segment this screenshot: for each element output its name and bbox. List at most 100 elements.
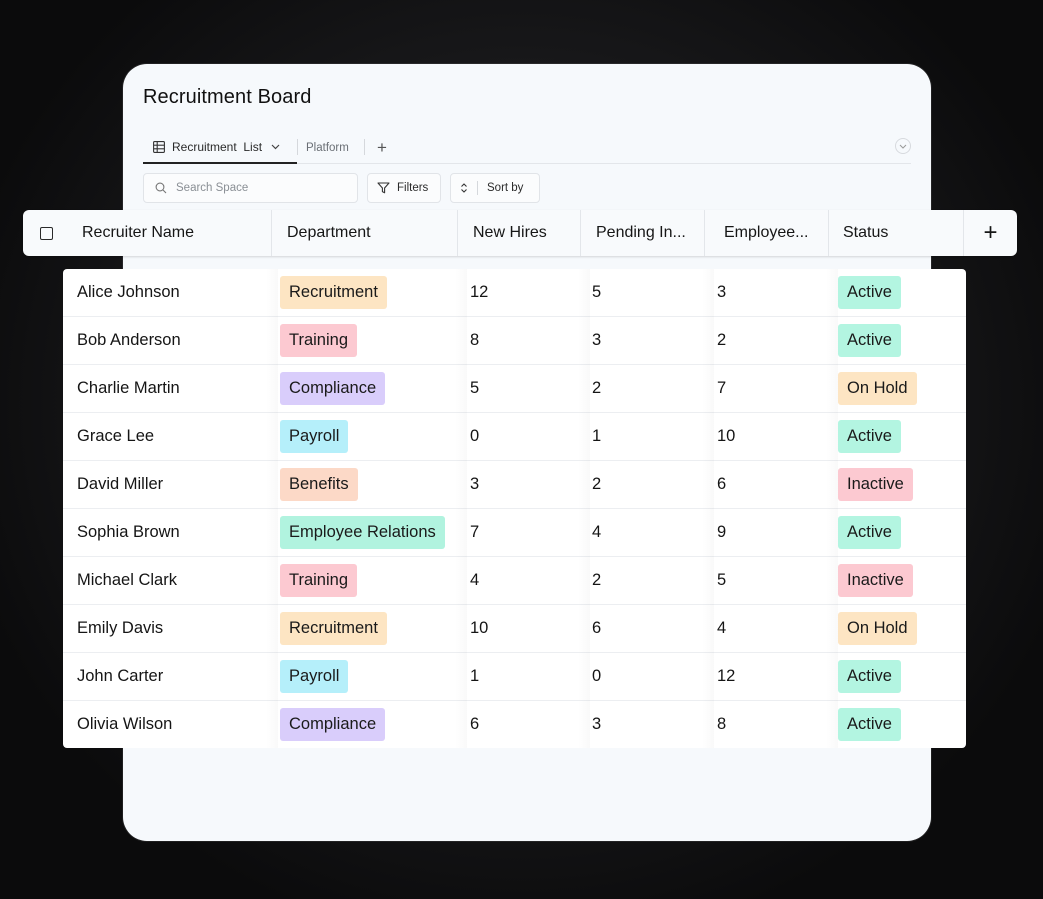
recruiter-name-cell: Sophia Brown <box>77 523 180 541</box>
status-badge[interactable]: Active <box>838 516 901 549</box>
column-header-recruiter-name[interactable]: Recruiter Name <box>67 210 272 256</box>
department-cell: Payroll <box>280 413 349 460</box>
status-badge[interactable]: Inactive <box>838 564 913 597</box>
table-header: Recruiter Name Department New Hires Pend… <box>23 210 1017 256</box>
column-header-pending-interviews[interactable]: Pending In... <box>581 210 705 256</box>
column-header-new-hires[interactable]: New Hires <box>458 210 581 256</box>
pending-interviews-cell: 3 <box>592 331 602 349</box>
tab-recruitment-list[interactable]: Recruitment List <box>143 132 297 164</box>
department-tag[interactable]: Recruitment <box>280 612 387 645</box>
department-tag[interactable]: Compliance <box>280 372 386 405</box>
pending-interviews-cell: 4 <box>592 523 602 541</box>
filters-button[interactable]: Filters <box>367 173 441 203</box>
status-cell: On Hold <box>838 365 917 412</box>
recruiter-name-cell: Michael Clark <box>77 571 177 589</box>
table-row[interactable]: John Carter Payroll 1 0 12 Active <box>63 653 966 701</box>
status-cell: Active <box>838 317 901 364</box>
new-hires-cell: 0 <box>470 427 480 445</box>
collapse-chevron-icon[interactable] <box>895 138 911 154</box>
table-row[interactable]: Olivia Wilson Compliance 6 3 8 Active <box>63 701 966 748</box>
table-row[interactable]: David Miller Benefits 3 2 6 Inactive <box>63 461 966 509</box>
table-row[interactable]: Charlie Martin Compliance 5 2 7 On Hold <box>63 365 966 413</box>
search-input[interactable] <box>176 182 346 194</box>
department-tag[interactable]: Recruitment <box>280 276 387 309</box>
pending-interviews-cell: 5 <box>592 283 602 301</box>
table-row[interactable]: Emily Davis Recruitment 10 6 4 On Hold <box>63 605 966 653</box>
status-cell: Inactive <box>838 461 913 508</box>
status-cell: Inactive <box>838 557 913 604</box>
sort-label: Sort by <box>487 182 524 194</box>
column-header-employees[interactable]: Employee... <box>705 210 829 256</box>
employees-cell: 8 <box>717 715 727 733</box>
new-hires-cell: 12 <box>470 283 489 301</box>
pending-interviews-cell: 2 <box>592 571 602 589</box>
department-cell: Payroll <box>280 653 349 700</box>
chevron-down-icon <box>271 142 280 153</box>
sort-divider <box>477 181 478 195</box>
department-cell: Recruitment <box>280 605 387 652</box>
filters-label: Filters <box>397 182 429 194</box>
table-row[interactable]: Grace Lee Payroll 0 1 10 Active <box>63 413 966 461</box>
recruiter-name-cell: John Carter <box>77 667 164 685</box>
department-tag[interactable]: Benefits <box>280 468 358 501</box>
status-badge[interactable]: Inactive <box>838 468 913 501</box>
table-row[interactable]: Sophia Brown Employee Relations 7 4 9 Active <box>63 509 966 557</box>
department-tag[interactable]: Training <box>280 564 357 597</box>
column-header-status[interactable]: Status <box>843 224 889 241</box>
status-badge[interactable]: On Hold <box>838 372 917 405</box>
tab-divider <box>297 139 298 155</box>
recruiter-name-cell: Charlie Martin <box>77 379 180 397</box>
recruiter-name-cell: Bob Anderson <box>77 331 181 349</box>
status-cell: Active <box>838 653 901 700</box>
status-badge[interactable]: Active <box>838 324 901 357</box>
status-cell: Active <box>838 509 901 556</box>
sort-button[interactable]: Sort by <box>450 173 540 203</box>
status-badge[interactable]: Active <box>838 708 901 741</box>
table-grid-icon <box>153 141 165 153</box>
employees-cell: 5 <box>717 571 727 589</box>
select-all-checkbox[interactable] <box>39 226 53 240</box>
department-tag[interactable]: Compliance <box>280 708 386 741</box>
view-tabs: Recruitment List Platform + <box>143 132 911 164</box>
select-all-cell <box>23 210 67 256</box>
department-cell: Training <box>280 557 357 604</box>
recruiter-name-cell: Alice Johnson <box>77 283 180 301</box>
recruiter-name-cell: Grace Lee <box>77 427 155 445</box>
status-badge[interactable]: On Hold <box>838 612 917 645</box>
pending-interviews-cell: 0 <box>592 667 602 685</box>
employees-cell: 6 <box>717 475 727 493</box>
search-icon <box>155 182 167 194</box>
department-tag[interactable]: Training <box>280 324 357 357</box>
pending-interviews-cell: 6 <box>592 619 602 637</box>
add-tab-button[interactable]: + <box>377 137 387 157</box>
status-cell: Active <box>838 413 901 460</box>
table-body: Alice Johnson Recruitment 12 5 3 Active Bob An… <box>63 269 966 748</box>
pending-interviews-cell: 2 <box>592 475 602 493</box>
table-row[interactable]: Alice Johnson Recruitment 12 5 3 Active <box>63 269 966 317</box>
tab-divider <box>364 139 365 155</box>
tab-recruitment-list-label: Recruitment List <box>172 140 263 154</box>
new-hires-cell: 7 <box>470 523 480 541</box>
status-cell: Active <box>838 701 901 748</box>
column-header-department[interactable]: Department <box>272 210 458 256</box>
status-badge[interactable]: Active <box>838 420 901 453</box>
status-cell: Active <box>838 269 901 316</box>
department-tag[interactable]: Payroll <box>280 420 349 453</box>
employees-cell: 4 <box>717 619 727 637</box>
pending-interviews-cell: 3 <box>592 715 602 733</box>
status-badge[interactable]: Active <box>838 660 901 693</box>
department-cell: Compliance <box>280 365 386 412</box>
new-hires-cell: 4 <box>470 571 480 589</box>
add-column-button[interactable]: + <box>963 210 1017 256</box>
tab-platform[interactable]: Platform <box>306 141 349 154</box>
new-hires-cell: 3 <box>470 475 480 493</box>
table-row[interactable]: Bob Anderson Training 8 3 2 Active <box>63 317 966 365</box>
department-tag[interactable]: Payroll <box>280 660 349 693</box>
department-cell: Employee Relations <box>280 509 445 556</box>
status-badge[interactable]: Active <box>838 276 901 309</box>
search-box[interactable] <box>143 173 358 203</box>
department-tag[interactable]: Employee Relations <box>280 516 445 549</box>
recruiter-name-cell: David Miller <box>77 475 164 493</box>
new-hires-cell: 8 <box>470 331 480 349</box>
table-row[interactable]: Michael Clark Training 4 2 5 Inactive <box>63 557 966 605</box>
